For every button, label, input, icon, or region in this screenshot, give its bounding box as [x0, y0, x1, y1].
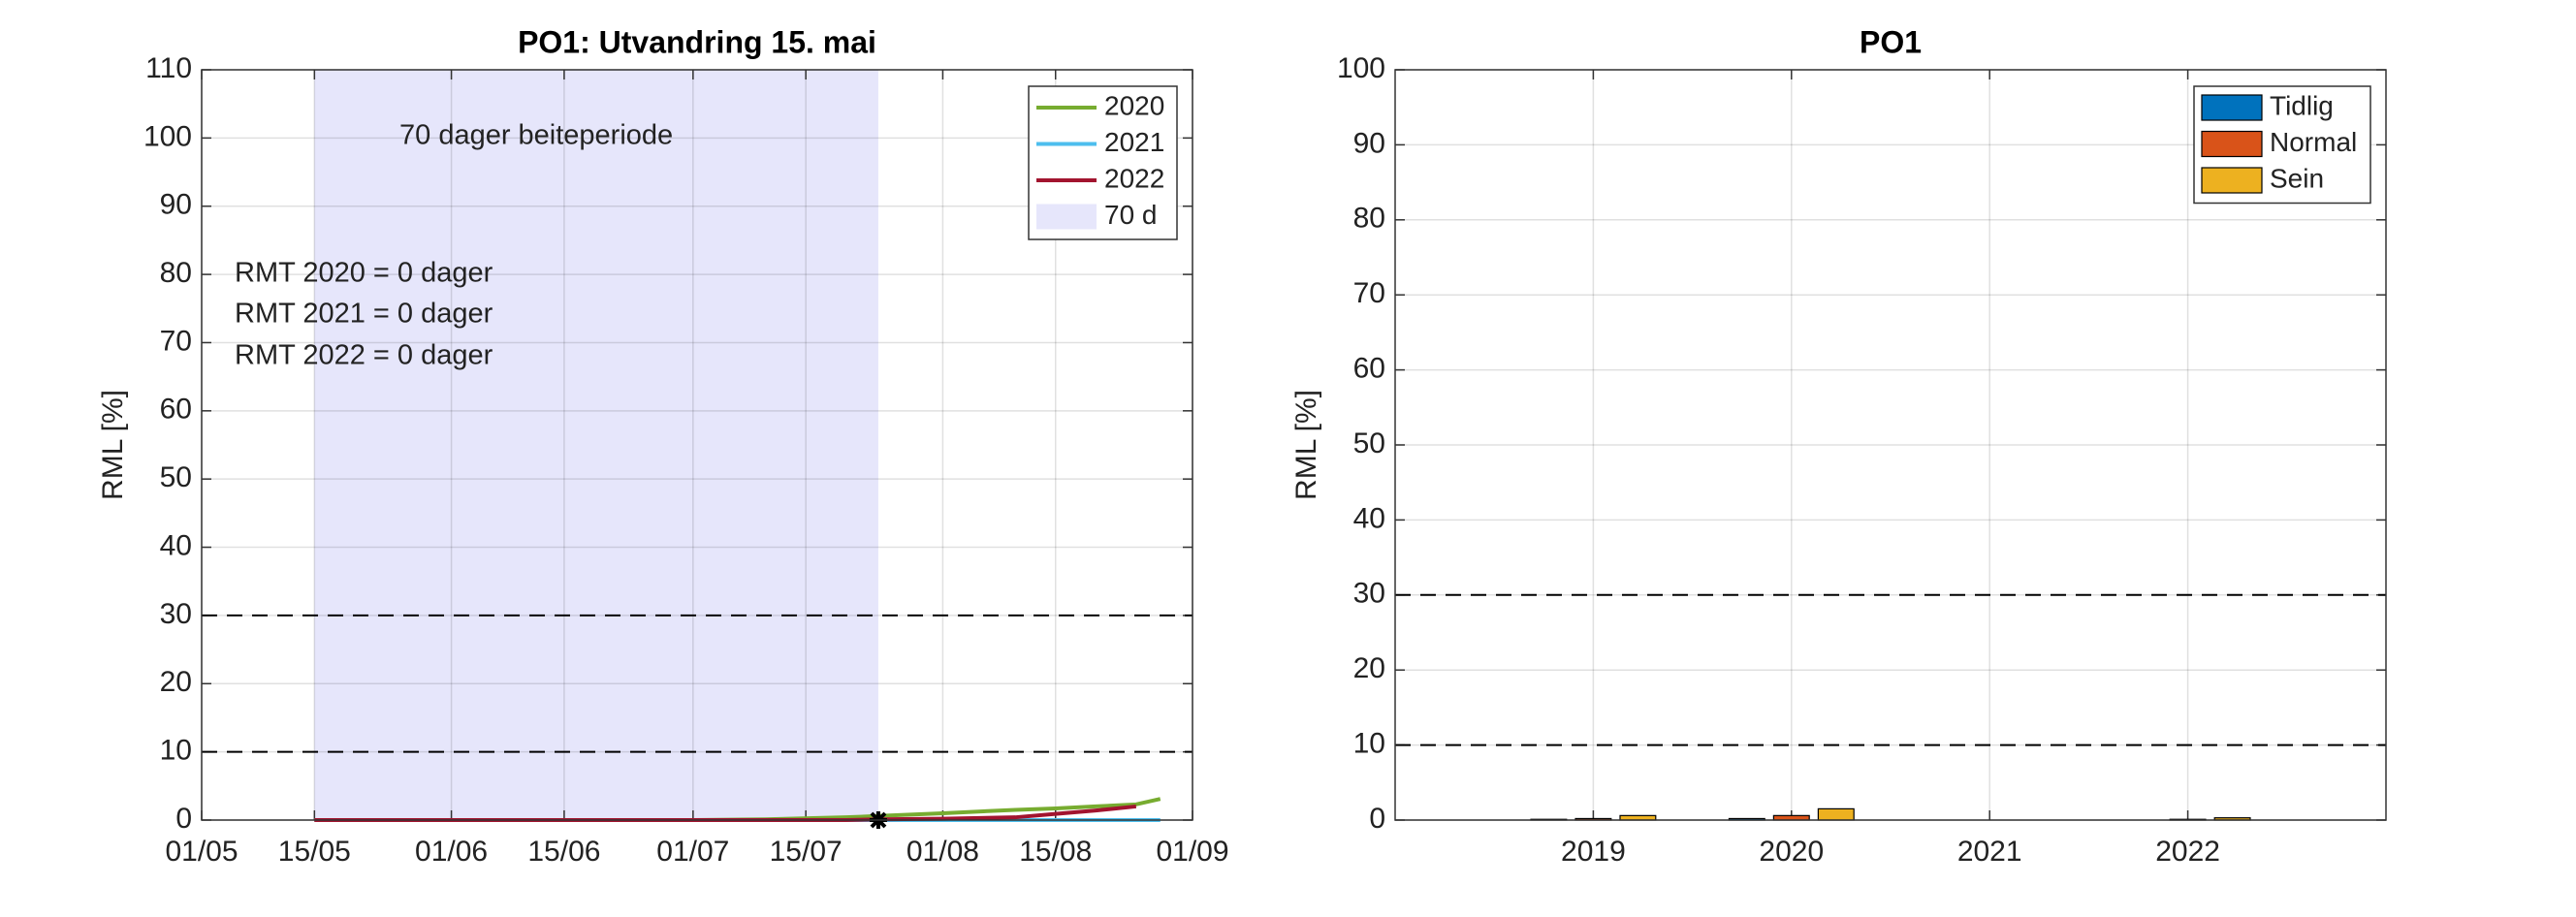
x-tick-label: 2021 — [1957, 836, 2022, 868]
axes-box — [1394, 69, 2387, 821]
x-tick-label: 01/09 — [1156, 836, 1228, 868]
y-axis-label: RML [%] — [1290, 390, 1322, 500]
y-tick-label: 110 — [145, 52, 192, 84]
y-tick-label: 90 — [160, 189, 192, 221]
y-tick-label: 100 — [1337, 52, 1385, 84]
y-tick-label: 40 — [160, 529, 192, 561]
y-tick-label: 20 — [1353, 652, 1385, 684]
y-tick-label: 70 — [160, 325, 192, 357]
x-tick-label: 01/05 — [165, 836, 238, 868]
x-tick-label: 01/08 — [906, 836, 979, 868]
y-tick-label: 50 — [1353, 427, 1385, 459]
y-tick-label: 60 — [160, 394, 192, 426]
legend-label: Tidlig — [2270, 90, 2334, 120]
y-tick-label: 50 — [160, 461, 192, 493]
x-tick-label: 15/08 — [1019, 836, 1092, 868]
y-tick-label: 20 — [160, 666, 192, 698]
x-tick-label: 2020 — [1759, 836, 1824, 868]
bar — [1817, 807, 1855, 821]
legend-swatch — [2201, 167, 2263, 194]
y-tick-label: 0 — [175, 803, 192, 835]
x-tick-label: 15/07 — [770, 836, 843, 868]
annotation: RMT 2021 = 0 dager — [235, 299, 493, 330]
legend-label: 2021 — [1104, 127, 1164, 157]
axes-box — [201, 69, 1193, 821]
x-tick-label: 01/07 — [656, 836, 729, 868]
annotation: RMT 2022 = 0 dager — [235, 340, 493, 371]
y-tick-label: 80 — [1353, 203, 1385, 235]
annotation: 70 dager beiteperiode — [399, 120, 673, 151]
y-tick-label: 90 — [1353, 127, 1385, 159]
legend-swatch — [2201, 94, 2263, 121]
legend-swatch — [2201, 130, 2263, 158]
y-tick-label: 60 — [1353, 353, 1385, 385]
legend-label: Sein — [2270, 163, 2324, 193]
x-tick-label: 15/05 — [278, 836, 351, 868]
y-tick-label: 70 — [1353, 277, 1385, 309]
chart-title: PO1: Utvandring 15. mai — [518, 24, 876, 59]
legend-label: 70 d — [1104, 200, 1158, 230]
legend-swatch — [1036, 204, 1097, 230]
y-tick-label: 10 — [160, 735, 192, 767]
legend-label: 2020 — [1104, 90, 1164, 120]
y-tick-label: 40 — [1353, 502, 1385, 534]
y-axis-label: RML [%] — [97, 390, 129, 500]
annotation: RMT 2020 = 0 dager — [235, 258, 493, 289]
y-tick-label: 100 — [143, 120, 192, 152]
chart-title: PO1 — [1860, 24, 1922, 59]
y-tick-label: 30 — [1353, 578, 1385, 610]
y-tick-label: 80 — [160, 257, 192, 289]
y-tick-label: 0 — [1369, 803, 1385, 835]
legend-label: 2022 — [1104, 163, 1164, 193]
y-tick-label: 10 — [1353, 728, 1385, 760]
x-tick-label: 2019 — [1561, 836, 1626, 868]
shaded-span — [314, 70, 878, 820]
x-tick-label: 01/06 — [415, 836, 488, 868]
x-tick-label: 2022 — [2155, 836, 2220, 868]
y-tick-label: 30 — [160, 598, 192, 630]
legend-label: Normal — [2270, 127, 2357, 157]
x-tick-label: 15/06 — [527, 836, 600, 868]
